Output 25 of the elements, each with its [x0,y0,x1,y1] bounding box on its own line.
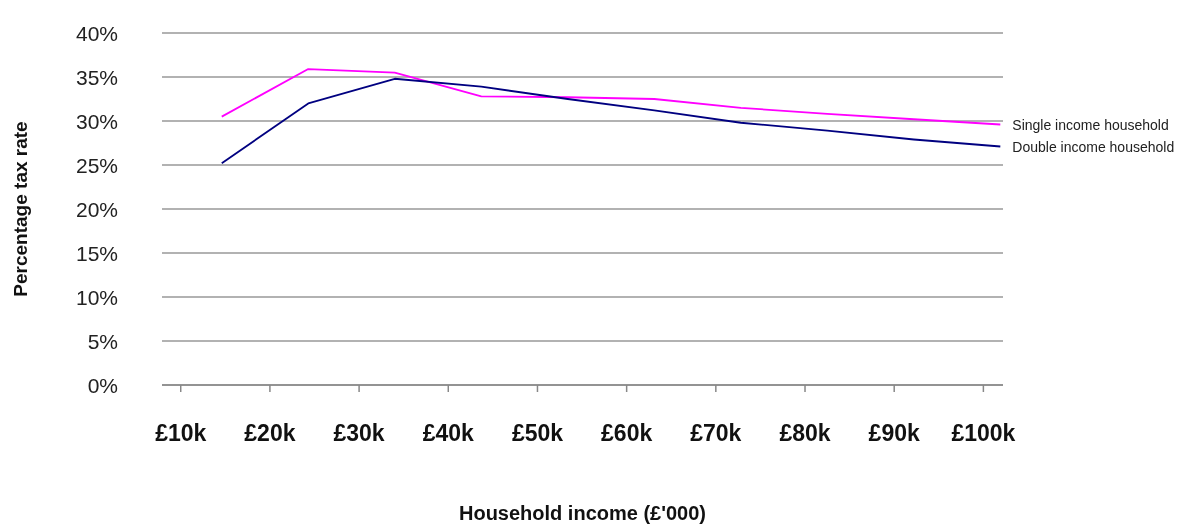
y-tick-label: 30% [75,109,118,133]
x-tick-label: £60k [601,420,653,447]
x-tick-label: £10k [155,420,207,447]
x-tick-label: £80k [779,420,831,447]
y-tick-label: 0% [87,373,118,397]
y-tick-label: 10% [75,285,118,309]
y-tick-label: 35% [75,65,118,89]
x-tick-label: £100k [951,420,1016,447]
line-series [220,77,1002,165]
x-tick-label: £40k [422,420,475,447]
x-tick-label: £90k [868,420,920,447]
y-tick-label: 25% [75,153,118,177]
series-label: Double income household [1012,138,1175,155]
y-axis-title: Percentage tax rate [9,121,31,297]
x-axis-title: Household income (£'000) [458,502,707,524]
y-tick-label: 40% [75,21,118,45]
series-label: Single income household [1012,116,1169,133]
x-tick-label: £50k [511,420,564,447]
x-tick-label: £70k [690,420,742,447]
x-tick-label: £30k [333,420,385,447]
y-tick-label: 5% [87,329,118,353]
line-series [220,68,1002,126]
y-tick-label: 15% [75,241,118,265]
x-tick-label: £20k [244,420,296,447]
y-tick-label: 20% [75,197,118,221]
